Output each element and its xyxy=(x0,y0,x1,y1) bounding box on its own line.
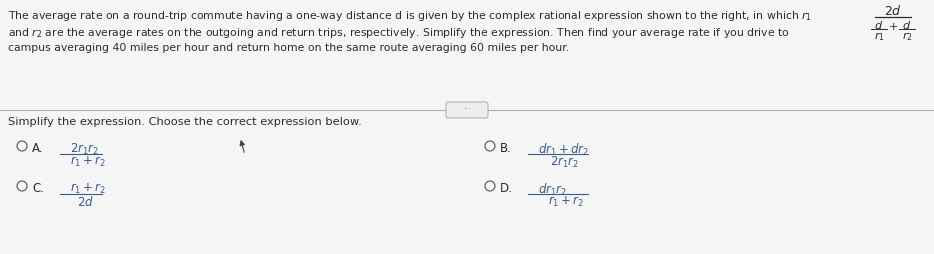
Circle shape xyxy=(485,181,495,191)
Text: $dr_1+dr_2$: $dr_1+dr_2$ xyxy=(538,142,589,158)
Text: ···: ··· xyxy=(463,105,471,115)
Text: $dr_1r_2$: $dr_1r_2$ xyxy=(538,182,567,198)
Text: The average rate on a round-trip commute having a one-way distance d is given by: The average rate on a round-trip commute… xyxy=(8,9,812,23)
Text: D.: D. xyxy=(500,182,513,195)
Text: $r_1+r_2$: $r_1+r_2$ xyxy=(70,182,106,196)
Text: $+$: $+$ xyxy=(888,21,899,32)
Circle shape xyxy=(17,141,27,151)
Text: B.: B. xyxy=(500,142,512,155)
Text: campus averaging 40 miles per hour and return home on the same route averaging 6: campus averaging 40 miles per hour and r… xyxy=(8,43,569,53)
Text: $2r_1r_2$: $2r_1r_2$ xyxy=(70,142,99,157)
Circle shape xyxy=(485,141,495,151)
Text: $2d$: $2d$ xyxy=(884,4,902,18)
Text: $r_2$: $r_2$ xyxy=(901,30,913,43)
Text: $2r_1r_2$: $2r_1r_2$ xyxy=(550,155,579,170)
Text: $r_1$: $r_1$ xyxy=(873,30,884,43)
Text: A.: A. xyxy=(32,142,44,155)
Text: $r_1+r_2$: $r_1+r_2$ xyxy=(70,155,106,169)
Circle shape xyxy=(17,181,27,191)
FancyBboxPatch shape xyxy=(446,102,488,118)
Text: $d$: $d$ xyxy=(902,19,912,31)
FancyArrowPatch shape xyxy=(240,141,245,152)
Text: $d$: $d$ xyxy=(874,19,884,31)
Text: and $r_2$ are the average rates on the outgoing and return trips, respectively. : and $r_2$ are the average rates on the o… xyxy=(8,26,790,40)
Text: C.: C. xyxy=(32,182,44,195)
Text: $r_1+r_2$: $r_1+r_2$ xyxy=(548,195,584,209)
Text: Simplify the expression. Choose the correct expression below.: Simplify the expression. Choose the corr… xyxy=(8,117,361,127)
Text: $2d$: $2d$ xyxy=(77,195,94,209)
